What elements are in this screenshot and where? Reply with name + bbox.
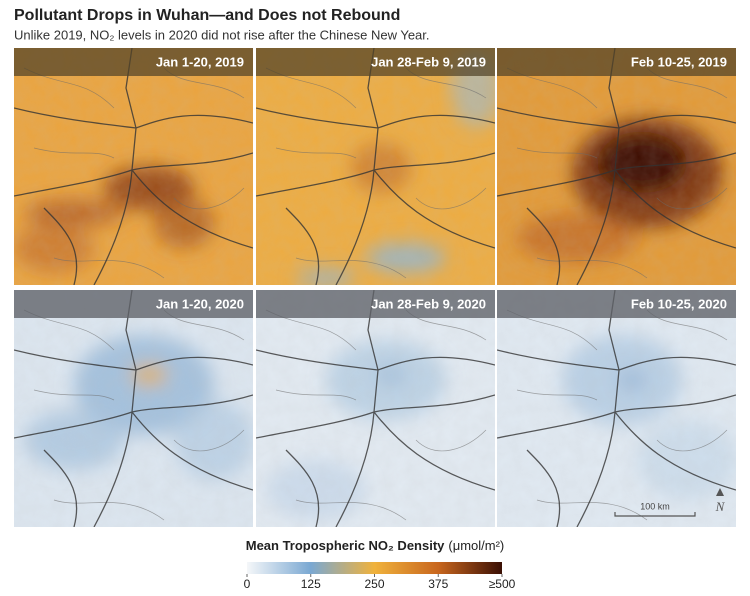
minor-roads bbox=[23, 67, 245, 279]
subtitle: Unlike 2019, NO₂ levels in 2020 did not … bbox=[14, 27, 430, 42]
map-panel: Feb 10-25, 2019 bbox=[497, 48, 736, 285]
colorbar-title: Mean Tropospheric NO₂ Density (μmol/m²) bbox=[246, 538, 505, 553]
label-bar bbox=[497, 48, 736, 76]
colorbar-tick-label: 125 bbox=[301, 577, 321, 591]
minor-roads bbox=[506, 67, 728, 279]
highways bbox=[497, 290, 736, 527]
north-label: N bbox=[715, 499, 726, 514]
colorbar bbox=[247, 562, 502, 574]
highways bbox=[256, 48, 495, 285]
terrain-texture bbox=[256, 290, 495, 527]
map-panel: Jan 1-20, 2019 bbox=[14, 48, 253, 285]
highways bbox=[14, 290, 253, 527]
minor-roads bbox=[506, 309, 728, 521]
minor-roads bbox=[265, 67, 487, 279]
colorbar-tick-label: 0 bbox=[244, 577, 251, 591]
minor-roads bbox=[265, 309, 487, 521]
panel-label: Jan 28-Feb 9, 2020 bbox=[371, 296, 486, 311]
highways bbox=[497, 48, 736, 285]
panel-label: Jan 1-20, 2019 bbox=[156, 54, 244, 69]
terrain-texture bbox=[497, 48, 736, 285]
map-panel: Jan 28-Feb 9, 2020 bbox=[256, 290, 495, 527]
title: Pollutant Drops in Wuhan—and Does not Re… bbox=[14, 7, 400, 24]
map-panel: Jan 28-Feb 9, 2019 bbox=[256, 48, 495, 285]
scale-label: 100 km bbox=[640, 501, 670, 511]
label-bar bbox=[497, 290, 736, 318]
map-panel: Feb 10-25, 2020 100 km N bbox=[497, 290, 736, 527]
map-panel: Jan 1-20, 2020 bbox=[14, 290, 253, 527]
panel-label: Feb 10-25, 2019 bbox=[631, 54, 727, 69]
label-bar bbox=[256, 48, 495, 76]
colorbar-unit: (μmol/m²) bbox=[448, 538, 504, 553]
panel-label: Feb 10-25, 2020 bbox=[631, 296, 727, 311]
panel-label: Jan 1-20, 2020 bbox=[156, 296, 244, 311]
highways bbox=[14, 48, 253, 285]
label-bar bbox=[256, 290, 495, 318]
terrain-texture bbox=[256, 48, 495, 285]
label-bar bbox=[14, 290, 253, 318]
north-arrow bbox=[716, 488, 724, 496]
terrain-texture bbox=[14, 290, 253, 527]
terrain-texture bbox=[497, 290, 736, 527]
scale-bar bbox=[614, 512, 696, 517]
colorbar-title-main: Mean Tropospheric NO₂ Density bbox=[246, 538, 445, 553]
minor-roads bbox=[23, 309, 245, 521]
colorbar-tick-label: ≥500 bbox=[489, 577, 516, 591]
panels: Jan 1-20, 2019 Jan 28-Feb 9, 2019 Feb 10-2… bbox=[14, 48, 736, 527]
colorbar-tick-label: 250 bbox=[364, 577, 384, 591]
label-bar bbox=[14, 48, 253, 76]
colorbar-ticks: 0 125 250 375 ≥500 bbox=[244, 574, 516, 591]
colorbar-tick-label: 375 bbox=[428, 577, 448, 591]
highways bbox=[256, 290, 495, 527]
panel-label: Jan 28-Feb 9, 2019 bbox=[371, 54, 486, 69]
terrain-texture bbox=[14, 48, 253, 285]
